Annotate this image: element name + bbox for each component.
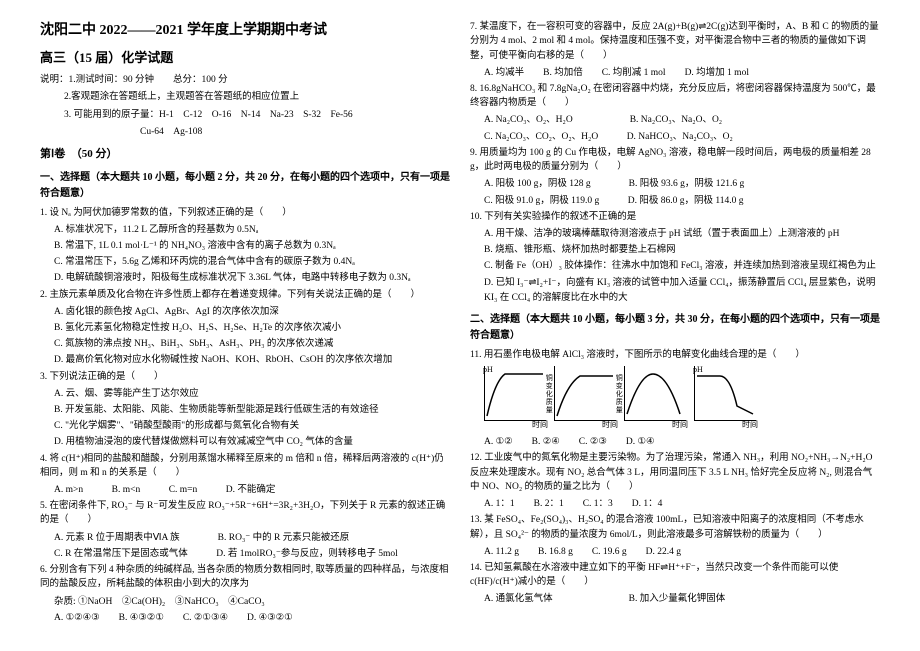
chart1-curve [485,366,545,419]
q3-opt-d: D. 用植物油浸泡的废代替煤做燃料可以有效减减空气中 CO₂ 气体的含量 [40,435,450,450]
q7-opts: A. 均减半 B. 均加倍 C. 均削减 1 mol D. 均增加 1 mol [470,66,880,81]
subtitle: 高三（15 届）化学试题 [40,48,450,69]
q8-opt-a: A. Na₂CO₃、O₂、H₂O B. Na₂CO₃、Na₂O、O₂ [470,113,880,128]
q4-stem: 4. 将 c(H⁺)相同的盐酸和醋酸，分别用蒸馏水稀释至原来的 m 倍和 n 倍… [40,452,450,481]
q2-opt-a: A. 卤化银的颜色按 AgCl、AgBr、AgI 的次序依次加深 [40,305,450,320]
q10-opt-d: D. 已知 I₃⁻⇌I₂+I⁻，向盛有 KI₃ 溶液的试管中加入适量 CCl₄，… [470,276,880,306]
instruction-4: Cu-64 Ag-108 [40,125,450,140]
q14-stem: 14. 已知氢氟酸在水溶液中建立如下的平衡 HF⇌H⁺+F⁻，当然只改变一个条件… [470,561,880,590]
q6-labels: 杂质: ①NaOH ②Ca(OH)₂ ③NaHCO₃ ④CaCO₃ [40,595,450,610]
q1-opt-c: C. 常温常压下，5.6g 乙烯和环丙烷的混合气体中含有的碳原子数为 0.4Nₐ [40,255,450,270]
q1-opt-d: D. 电解硫酸铜溶液时，阳极每生成标准状况下 3.36L 气体，电路中转移电子数… [40,271,450,286]
q10-stem: 10. 下列有关实验操作的叙述不正确的是 [470,210,880,224]
q6-opts: A. ①②④③ B. ④③②① C. ②①③④ D. ④③②① [40,611,450,626]
chart2-xlabel: 时间 [602,419,618,432]
chart2-ylabel: 铜变化质量 [543,374,554,414]
chart3-xlabel: 时间 [672,419,688,432]
q1-opt-a: A. 标准状况下，11.2 L 乙醇所含的羟基数为 0.5Nₐ [40,223,450,238]
q5-opt-b: C. R 在常温常压下是固态或气体 D. 若 1molRO₃⁻参与反应，则转移电… [40,547,450,562]
q3-stem: 3. 下列说法正确的是（ ） [40,370,450,384]
q3-opt-c: C. "光化学烟雾"、"硝酸型酸雨"的形成都与氮氧化合物有关 [40,419,450,434]
chart3-ylabel: 铜变化质量 [613,374,624,414]
q1-stem: 1. 设 Nₐ 为阿伏加德罗常数的值，下列叙述正确的是（ ） [40,206,450,220]
q11-opts: A. ①② B. ②④ C. ②③ D. ①④ [470,435,880,450]
chart1-xlabel: 时间 [532,419,548,432]
q6-stem: 6. 分别含有下列 4 种杂质的纯碱样品, 当各杂质的物质分数相同时, 取等质量… [40,563,450,592]
q10-opt-b: B. 烧瓶、锥形瓶、烧杯加热时都要垫上石棉网 [470,243,880,258]
q10-opt-a: A. 用干燥、洁净的玻璃棒蘸取待测溶液点于 pH 试纸（置于表面皿上）上测溶液的… [470,227,880,242]
chart4-curve [695,366,755,419]
q13-opts: A. 11.2 g B. 16.8 g C. 19.6 g D. 22.4 g [470,545,880,560]
q13-stem: 13. 某 FeSO₄、Fe₂(SO₄)₃、H₂SO₄ 的混合溶液 100mL，… [470,513,880,542]
q9-opt-a: A. 阳极 100 g，阴极 128 g B. 阳极 93.6 g，阴极 121… [470,177,880,192]
part2-title: 二、选择题（本大题共 10 小题，每小题 3 分，共 30 分，在每小题的四个选… [470,312,880,344]
q5-opt-a: A. 元素 R 位于周期表中ⅥA 族 B. RO₃⁻ 中的 R 元素只能被还原 [40,531,450,546]
chart-2: 铜变化质量 时间 [554,366,616,421]
q2-opt-c: C. 氮族物的沸点按 NH₃、BiH₃、SbH₃、AsH₃、PH₃ 的次序依次递… [40,337,450,352]
part1-title: 一、选择题（本大题共 10 小题，每小题 2 分，共 20 分，在每小题的四个选… [40,170,450,202]
q2-stem: 2. 主族元素单质及化合物在许多性质上都存在着递变规律。下列有关说法正确的是（ … [40,288,450,302]
q9-opt-b: C. 阳极 91.0 g，阴极 119.0 g D. 阳极 86.0 g，阴极 … [470,194,880,209]
instruction-1: 说明：1.测试时间：90 分钟 总分：100 分 [40,73,450,88]
q1-opt-b: B. 常温下, 1L 0.1 mol·L⁻¹ 的 NH₄NO₃ 溶液中含有的离子… [40,239,450,254]
instruction-3: 3. 可能用到的原子量：H-1 C-12 O-16 N-14 Na-23 S-3… [40,108,450,123]
q7-stem: 7. 某温度下，在一容积可变的容器中，反应 2A(g)+B(g)⇌2C(g)达到… [470,20,880,63]
q2-opt-b: B. 氢化元素氢化物稳定性按 H₂O、H₂S、H₂Se、H₂Te 的次序依次减小 [40,321,450,336]
q2-opt-d: D. 最高价氧化物对应水化物碱性按 NaOH、KOH、RbOH、CsOH 的次序… [40,353,450,368]
chart3-curve [625,366,685,419]
q8-stem: 8. 16.8gNaHCO₃ 和 7.8gNa₂O₂ 在密闭容器中灼烧，充分反应… [470,82,880,111]
q11-stem: 11. 用石墨作电极电解 AlCl₃ 溶液时，下图所示的电解变化曲线合理的是（ … [470,348,880,362]
chart-1: pH 时间 [484,366,546,421]
q9-stem: 9. 用质量均为 100 g 的 Cu 作电极，电解 AgNO₃ 溶液，稳电解一… [470,146,880,175]
q4-opts: A. m>n B. m<n C. m=n D. 不能确定 [40,483,450,498]
q11-charts: pH 时间 铜变化质量 时间 铜变化质量 时间 pH 时间 [484,366,880,421]
main-title: 沈阳二中 2022——2021 学年度上学期期中考试 [40,20,450,42]
q14-opt-a: A. 通氯化氢气体 B. 加入少量氟化钾固体 [470,592,880,607]
chart-4: pH 时间 [694,366,756,421]
chart4-xlabel: 时间 [742,419,758,432]
chart2-curve [555,366,615,419]
q8-opt-b: C. Na₂CO₃、CO₂、O₂、H₂O D. NaHCO₃、Na₂CO₃、O₂ [470,130,880,145]
q3-opt-b: B. 开发氢能、太阳能、风能、生物质能等新型能源是践行低碳生活的有效途径 [40,403,450,418]
left-column: 沈阳二中 2022——2021 学年度上学期期中考试 高三（15 届）化学试题 … [30,20,460,631]
right-column: 7. 某温度下，在一容积可变的容器中，反应 2A(g)+B(g)⇌2C(g)达到… [460,20,890,631]
q12-stem: 12. 工业废气中的氮氧化物是主要污染物。为了治理污染，常通入 NH₃，利用 N… [470,451,880,494]
instruction-2: 2.客观题涂在答题纸上，主观题答在答题纸的相应位置上 [40,90,450,105]
chart-3: 铜变化质量 时间 [624,366,686,421]
q12-opts: A. 1：1 B. 2：1 C. 1：3 D. 1：4 [470,497,880,512]
section1-title: 第Ⅰ卷 （50 分） [40,146,450,164]
q3-opt-a: A. 云、烟、雾等能产生丁达尔效应 [40,387,450,402]
q5-stem: 5. 在密闭条件下, RO₃⁻ 与 R⁻可发生反应 RO₃⁻+5R⁻+6H⁺=3… [40,499,450,528]
q10-opt-c: C. 制备 Fe（OH）₃ 胶体操作：往沸水中加饱和 FeCl₃ 溶液，并连续加… [470,259,880,274]
